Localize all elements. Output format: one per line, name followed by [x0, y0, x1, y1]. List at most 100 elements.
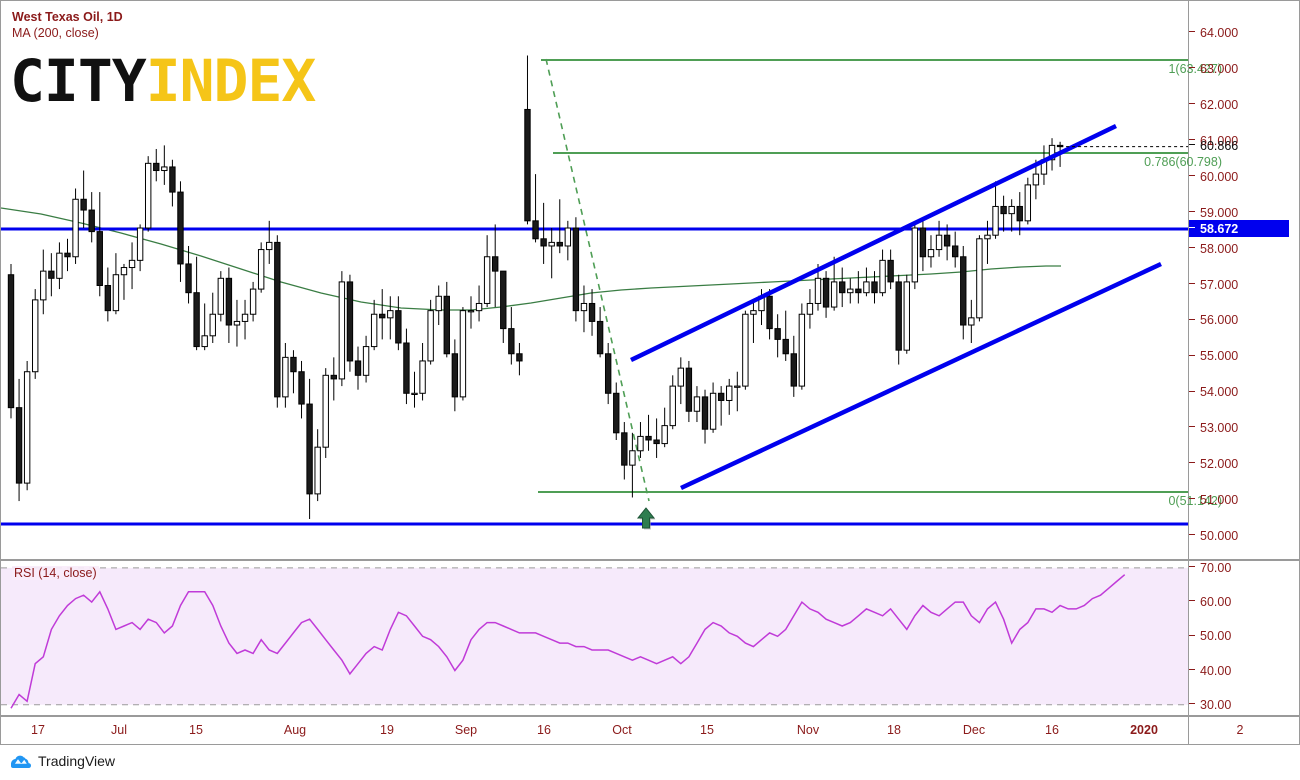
- price-tick: 52.000: [1189, 457, 1238, 471]
- candle-body-down: [403, 342, 410, 394]
- candle-body-up: [693, 396, 701, 412]
- candle-body-up: [209, 313, 216, 337]
- candle-body-down: [80, 198, 87, 211]
- candle-body-down: [1000, 205, 1007, 215]
- candle-body-up: [257, 249, 265, 290]
- time-axis-label: Nov: [796, 723, 820, 737]
- time-axis-label: Jul: [111, 723, 127, 737]
- candle-body-up: [112, 274, 120, 312]
- candle-body-down: [871, 281, 878, 294]
- candle-body-down: [596, 320, 604, 355]
- price-tick: 59.000: [1189, 206, 1238, 220]
- tick-dash: [1189, 498, 1195, 500]
- candle-body-down: [354, 360, 362, 376]
- candle-body-down: [274, 241, 281, 398]
- candle-body-up: [411, 392, 418, 395]
- candle-body-down: [887, 259, 894, 283]
- trend-channel-lower-line[interactable]: [680, 261, 1162, 491]
- candle-body-down: [346, 281, 354, 362]
- tradingview-logo[interactable]: TradingView: [10, 753, 115, 769]
- time-axis-label: 2020: [1130, 723, 1158, 737]
- candle-body-up: [128, 259, 136, 269]
- candle-body-down: [185, 263, 192, 294]
- candle-body-down: [64, 252, 71, 258]
- candle-body-down: [588, 302, 596, 322]
- time-axis-label: 17: [31, 723, 45, 737]
- time-axis-label: 15: [189, 723, 203, 737]
- candle-body-up: [23, 371, 31, 484]
- candle-body-up: [282, 356, 289, 398]
- rsi-axis[interactable]: 70.00 60.00 50.00 40.00 30.00: [1189, 560, 1300, 716]
- candle-body-up: [903, 281, 910, 351]
- candle-body-down: [540, 238, 547, 247]
- price-tick: 60.000: [1189, 170, 1238, 184]
- tradingview-mark-icon: [11, 755, 31, 768]
- tick-value: 51.000: [1200, 493, 1239, 508]
- footer: TradingView: [0, 745, 1300, 780]
- candle-body-down: [177, 191, 184, 265]
- tick-value: 60.00: [1200, 595, 1232, 610]
- candle-body-down: [379, 313, 386, 319]
- candle-body-up: [32, 299, 39, 373]
- time-axis-label: Aug: [283, 723, 307, 737]
- fib-trend-dashed-line[interactable]: [545, 58, 650, 502]
- candle-body-up: [322, 374, 329, 448]
- tick-dash: [1189, 67, 1195, 69]
- candle-body-up: [56, 252, 63, 279]
- candle-body-down: [532, 220, 539, 240]
- candle-body-up: [661, 425, 668, 445]
- tick-dash: [1189, 462, 1195, 464]
- tick-dash: [1189, 390, 1195, 392]
- candle-body-down: [822, 277, 830, 308]
- candle-body-down: [104, 285, 112, 312]
- candle-body-down: [443, 295, 450, 355]
- candle-body-up: [314, 446, 321, 495]
- tick-dash: [1189, 566, 1195, 568]
- candle-body-down: [774, 328, 781, 340]
- candle-body-up: [629, 450, 636, 466]
- trend-channel-upper-line[interactable]: [630, 123, 1117, 363]
- price-axis[interactable]: 64.000 63.000 62.000 61.000 60.000 59.000 58.0…: [1189, 0, 1300, 560]
- highlighted-price-badge[interactable]: 58.672: [1189, 220, 1289, 237]
- candle-body-down: [508, 328, 515, 355]
- price-axis-divider: [1188, 0, 1189, 745]
- price-tick: 62.000: [1189, 98, 1238, 112]
- tick-dash: [1189, 318, 1195, 320]
- candle-body-up: [370, 313, 378, 348]
- time-axis-label: Dec: [962, 723, 986, 737]
- candle-body-up: [483, 256, 491, 304]
- candle-body-down: [556, 241, 563, 247]
- candle-body-down: [88, 209, 95, 233]
- price-chart-plot[interactable]: [1, 1, 1188, 559]
- candle-body-up: [580, 302, 588, 312]
- candle-body-up: [830, 281, 838, 308]
- candle-body-down: [621, 432, 628, 466]
- price-tick: 55.000: [1189, 349, 1238, 363]
- candle-body-down: [395, 310, 402, 344]
- price-tick: 51.000: [1189, 493, 1238, 507]
- time-axis[interactable]: 17 Jul 15 Aug 19 Sep 16 Oct 15 Nov 18 Dec 16 2020 2: [0, 716, 1300, 745]
- candle-body-down: [766, 295, 773, 330]
- tick-dash: [1189, 426, 1195, 428]
- tick-value: 54.000: [1200, 385, 1239, 400]
- rsi-tick: 30.00: [1189, 698, 1231, 712]
- tick-dash: [1189, 246, 1195, 248]
- tradingview-label: TradingView: [38, 753, 116, 769]
- tick-value: 64.000: [1200, 26, 1239, 40]
- candle-body-up: [1008, 205, 1015, 215]
- time-axis-label: 18: [887, 723, 901, 737]
- price-tick: 56.000: [1189, 313, 1238, 327]
- price-tick: 53.000: [1189, 421, 1238, 435]
- time-axis-label: 16: [537, 723, 551, 737]
- candle-body-up: [734, 385, 741, 388]
- rsi-chart-plot[interactable]: [1, 561, 1188, 715]
- candle-body-down: [604, 353, 612, 394]
- candle-body-down: [1016, 205, 1023, 222]
- candlestick-series: [7, 55, 1064, 520]
- candle-body-down: [855, 288, 862, 294]
- time-axis-label: 16: [1045, 723, 1059, 737]
- candle-body-up: [935, 234, 943, 251]
- buy-signal-arrow-marker[interactable]: [636, 507, 656, 530]
- candle-body-up: [847, 288, 854, 294]
- price-tick: 50.000: [1189, 529, 1238, 543]
